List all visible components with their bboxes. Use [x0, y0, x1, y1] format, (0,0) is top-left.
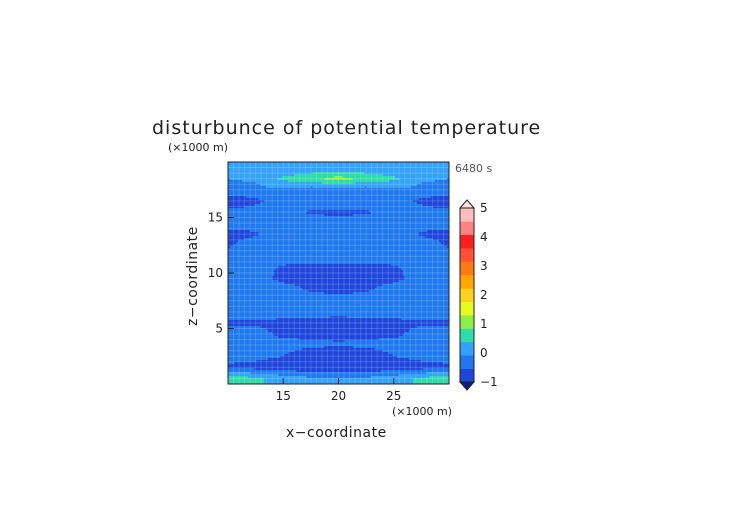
y-tick-label: 15	[208, 211, 223, 225]
y-tick-label: 10	[208, 266, 223, 280]
y-axis-label: z−coordinate	[185, 226, 201, 326]
colorbar-segment	[460, 208, 474, 222]
y-unit-label: (×1000 m)	[168, 141, 228, 154]
colorbar-tick-label: −1	[480, 375, 498, 389]
y-tick-label: 5	[215, 322, 223, 336]
colorbar-tick-label: 1	[480, 317, 488, 331]
x-axis-label: x−coordinate	[286, 425, 387, 441]
colorbar-tick-label: 3	[480, 259, 488, 273]
plot-area	[227, 161, 450, 385]
x-tick-label: 15	[276, 389, 291, 403]
colorbar-tick-label: 0	[480, 346, 488, 360]
colorbar-segment	[460, 288, 474, 302]
colorbar-segment	[460, 234, 474, 249]
colorbar-segment	[460, 368, 474, 383]
chart-title: disturbunce of potential temperature	[152, 117, 541, 139]
colorbar-segment	[460, 328, 474, 343]
colorbar-segment	[460, 301, 474, 316]
colorbar-segment	[460, 248, 474, 262]
x-unit-label: (×1000 m)	[392, 405, 452, 418]
colorbar-segment	[460, 274, 474, 289]
colorbar-tick-label: 5	[480, 201, 488, 215]
colorbar-segment	[460, 315, 474, 329]
x-tick-label: 20	[331, 389, 346, 403]
x-tick-label: 25	[386, 389, 401, 403]
plot-grid	[228, 162, 449, 384]
colorbar-under-arrow	[458, 381, 476, 391]
colorbar-segment	[460, 355, 474, 369]
colorbar-tick-label: 4	[480, 230, 488, 244]
colorbar: −1 0 1 2 3 4 5	[458, 199, 498, 391]
colorbar-segment	[460, 221, 474, 236]
colorbar-segment	[460, 261, 474, 276]
colorbar-over-arrow	[458, 199, 476, 209]
contour-field	[228, 162, 449, 384]
colorbar-tick-label: 2	[480, 288, 488, 302]
timestamp-label: 6480 s	[455, 162, 492, 175]
x-axis-ticks: 15 20 25	[276, 378, 401, 403]
colorbar-segment	[460, 341, 474, 356]
y-axis-ticks: 5 10 15	[208, 211, 234, 336]
